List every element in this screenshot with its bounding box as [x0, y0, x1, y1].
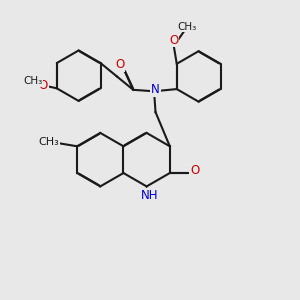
Text: CH₃: CH₃ [38, 137, 59, 147]
Text: NH: NH [141, 189, 158, 202]
Text: N: N [151, 83, 160, 96]
Text: O: O [190, 164, 200, 177]
Text: O: O [39, 79, 48, 92]
Text: O: O [115, 58, 124, 71]
Text: CH₃: CH₃ [23, 76, 43, 86]
Text: O: O [169, 34, 178, 46]
Text: CH₃: CH₃ [178, 22, 197, 32]
